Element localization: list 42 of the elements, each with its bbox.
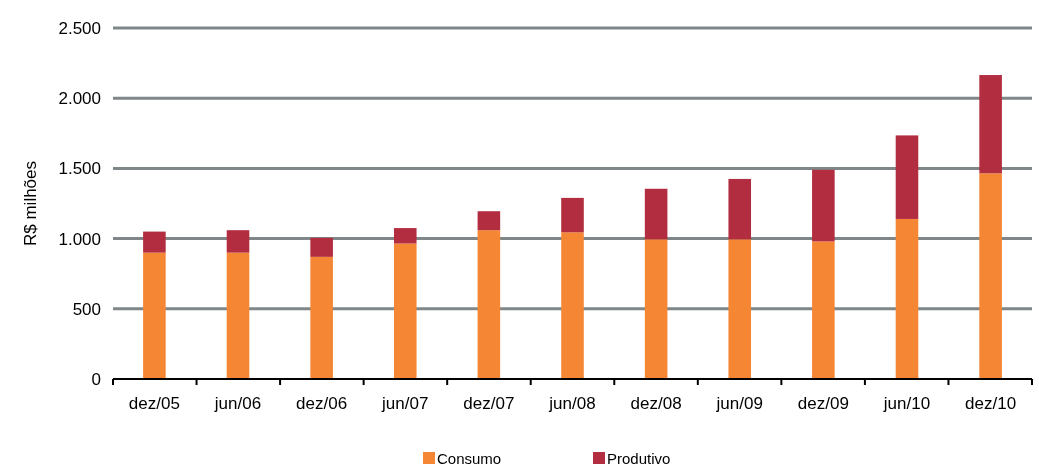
bar	[393, 243, 417, 379]
y-tick-label: 500	[72, 299, 101, 319]
bar	[561, 232, 584, 379]
legend-label: Produtivo	[607, 450, 671, 466]
bar	[310, 256, 333, 379]
bar	[728, 239, 752, 379]
bar	[812, 241, 835, 379]
bar	[644, 188, 668, 240]
y-axis-title: R$ milhões	[21, 160, 40, 247]
y-tick-label: 2.500	[58, 19, 101, 38]
bar	[477, 211, 501, 231]
bar	[561, 197, 584, 233]
x-tick-label: jun/10	[882, 394, 931, 413]
bar	[143, 231, 166, 253]
x-tick-label: jun/06	[213, 394, 262, 413]
x-tick-label: dez/05	[128, 394, 180, 413]
bar	[393, 228, 417, 244]
bar	[979, 173, 1002, 379]
bar	[226, 230, 250, 253]
x-tick-label: jun/07	[381, 394, 429, 413]
y-tick-label: 1.000	[58, 229, 101, 249]
bar	[895, 218, 919, 379]
x-tick-label: jun/09	[715, 394, 763, 413]
x-tick-label: dez/06	[296, 394, 348, 413]
bar	[895, 135, 919, 219]
x-tick-label: dez/08	[630, 394, 682, 413]
x-tick-label: dez/07	[463, 394, 515, 413]
y-tick-label: 2.000	[58, 89, 101, 109]
legend-label: Consumo	[437, 450, 502, 466]
y-tick-label: 1.500	[58, 159, 101, 179]
bar	[728, 178, 752, 240]
x-tick-label: dez/09	[797, 394, 849, 413]
bar	[143, 252, 166, 379]
bar	[812, 169, 835, 242]
y-tick-label: 0	[91, 370, 101, 389]
bar	[477, 230, 501, 379]
bar	[226, 252, 250, 379]
x-tick-label: dez/10	[965, 394, 1017, 413]
x-tick-label: jun/08	[548, 394, 596, 413]
bar	[310, 237, 333, 257]
bar	[979, 75, 1002, 174]
bar	[644, 239, 668, 379]
